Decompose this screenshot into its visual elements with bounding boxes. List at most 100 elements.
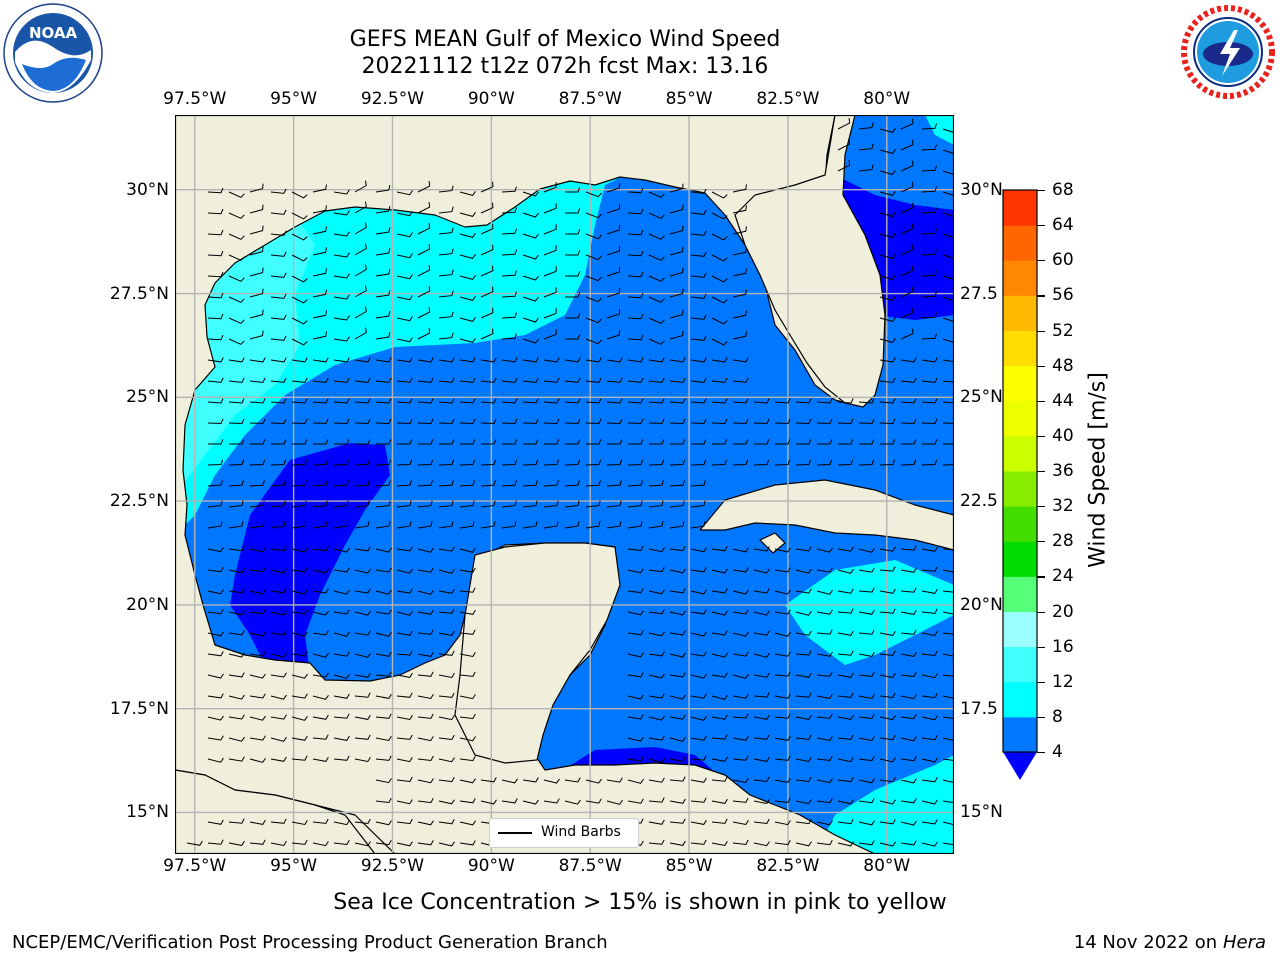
wind-barb xyxy=(480,202,494,214)
wind-barb xyxy=(774,797,791,804)
wind-barb xyxy=(354,180,367,193)
wind-barb xyxy=(522,500,538,508)
wind-barb xyxy=(606,203,621,214)
wind-barb xyxy=(228,756,245,762)
wind-barb xyxy=(291,567,308,573)
wind-barb xyxy=(375,226,391,235)
wind-barb xyxy=(648,521,664,529)
wind-barb xyxy=(732,820,749,826)
wind-barb xyxy=(312,500,328,508)
wind-barb xyxy=(312,268,327,277)
wind-barb xyxy=(291,212,308,220)
colorbar-block xyxy=(1003,330,1037,367)
wind-barb xyxy=(711,546,728,552)
wind-barb xyxy=(438,799,455,805)
wind-barb xyxy=(753,418,770,425)
wind-barb xyxy=(669,776,686,782)
wind-barb xyxy=(291,377,308,383)
wind-barb xyxy=(271,439,287,445)
wind-barb xyxy=(501,186,517,193)
wind-barb xyxy=(838,439,854,445)
wind-barb xyxy=(438,650,455,656)
colorbar-tick-mark xyxy=(1037,260,1045,262)
wind-barb xyxy=(900,307,914,319)
wind-barb xyxy=(543,398,560,404)
wind-barb xyxy=(354,459,371,466)
colorbar-block xyxy=(1003,681,1037,718)
wind-barb xyxy=(858,820,875,826)
wind-barb xyxy=(900,694,917,700)
wind-barb xyxy=(270,568,287,574)
wind-barb xyxy=(375,205,391,214)
wind-barb xyxy=(816,840,833,846)
wind-barb xyxy=(627,292,644,299)
wind-barb xyxy=(459,694,476,700)
wind-barb xyxy=(522,317,539,323)
wind-barb xyxy=(543,377,560,383)
wind-barb xyxy=(438,673,455,679)
wind-barb xyxy=(627,334,644,341)
wind-barb xyxy=(312,546,329,552)
wind-barb xyxy=(585,338,602,345)
wind-barb xyxy=(501,207,517,214)
colorbar-tick-mark xyxy=(1037,471,1045,473)
wind-barb xyxy=(606,266,621,277)
wind-barb xyxy=(816,398,833,404)
wind-barb xyxy=(228,275,245,282)
wind-barb xyxy=(270,314,287,320)
wind-barb xyxy=(459,521,475,529)
wind-barb xyxy=(207,357,224,363)
wind-barb xyxy=(669,480,685,487)
wind-barb xyxy=(291,609,308,615)
wind-barb xyxy=(313,439,329,445)
wind-barb xyxy=(900,357,917,363)
wind-barb xyxy=(439,439,455,445)
wind-barb xyxy=(648,480,664,487)
wind-barb xyxy=(900,223,914,235)
wind-barb xyxy=(879,841,896,847)
wind-barb xyxy=(459,212,476,217)
colorbar-tick-mark xyxy=(1037,576,1045,578)
wind-barb xyxy=(270,188,287,194)
wind-barb xyxy=(669,840,686,846)
wind-barb xyxy=(858,587,875,593)
colorbar-tick-label: 52 xyxy=(1052,320,1074,341)
wind-barb xyxy=(942,464,954,466)
wind-barb xyxy=(459,820,476,826)
wind-barb xyxy=(543,308,557,319)
lon-tick-label: 97.5°W xyxy=(163,89,227,109)
wind-barb xyxy=(417,840,434,846)
wind-barb xyxy=(711,191,728,199)
wind-barb xyxy=(942,611,954,615)
lat-tick-label: 30°N xyxy=(126,179,169,200)
wind-barb xyxy=(333,609,350,615)
wind-barb xyxy=(564,459,581,466)
wind-barb xyxy=(207,480,223,487)
wind-barb xyxy=(543,480,559,487)
colorbar-tick-label: 4 xyxy=(1052,742,1063,762)
wind-barb xyxy=(648,338,665,345)
wind-barb xyxy=(669,246,684,256)
wind-barb xyxy=(795,588,812,594)
wind-barb xyxy=(565,229,581,235)
wind-barb xyxy=(690,480,706,487)
wind-barb xyxy=(564,398,581,404)
wind-barb xyxy=(354,630,371,636)
wind-barb xyxy=(417,500,433,508)
wind-barb xyxy=(480,265,494,277)
wind-barb xyxy=(753,818,770,825)
wind-barb xyxy=(774,398,791,404)
wind-barb xyxy=(418,439,434,445)
wind-barb xyxy=(774,589,791,595)
wind-barb xyxy=(417,567,434,573)
wind-barb xyxy=(627,459,644,466)
wind-barb xyxy=(606,418,623,425)
wind-barb xyxy=(249,225,264,235)
wind-barb xyxy=(438,521,454,529)
wind-barb xyxy=(711,818,728,824)
wind-barb xyxy=(228,736,245,742)
colorbar-tick-label: 16 xyxy=(1052,636,1074,657)
colorbar-block xyxy=(1003,576,1037,612)
wind-barb xyxy=(648,609,665,615)
wind-barb xyxy=(459,629,476,635)
